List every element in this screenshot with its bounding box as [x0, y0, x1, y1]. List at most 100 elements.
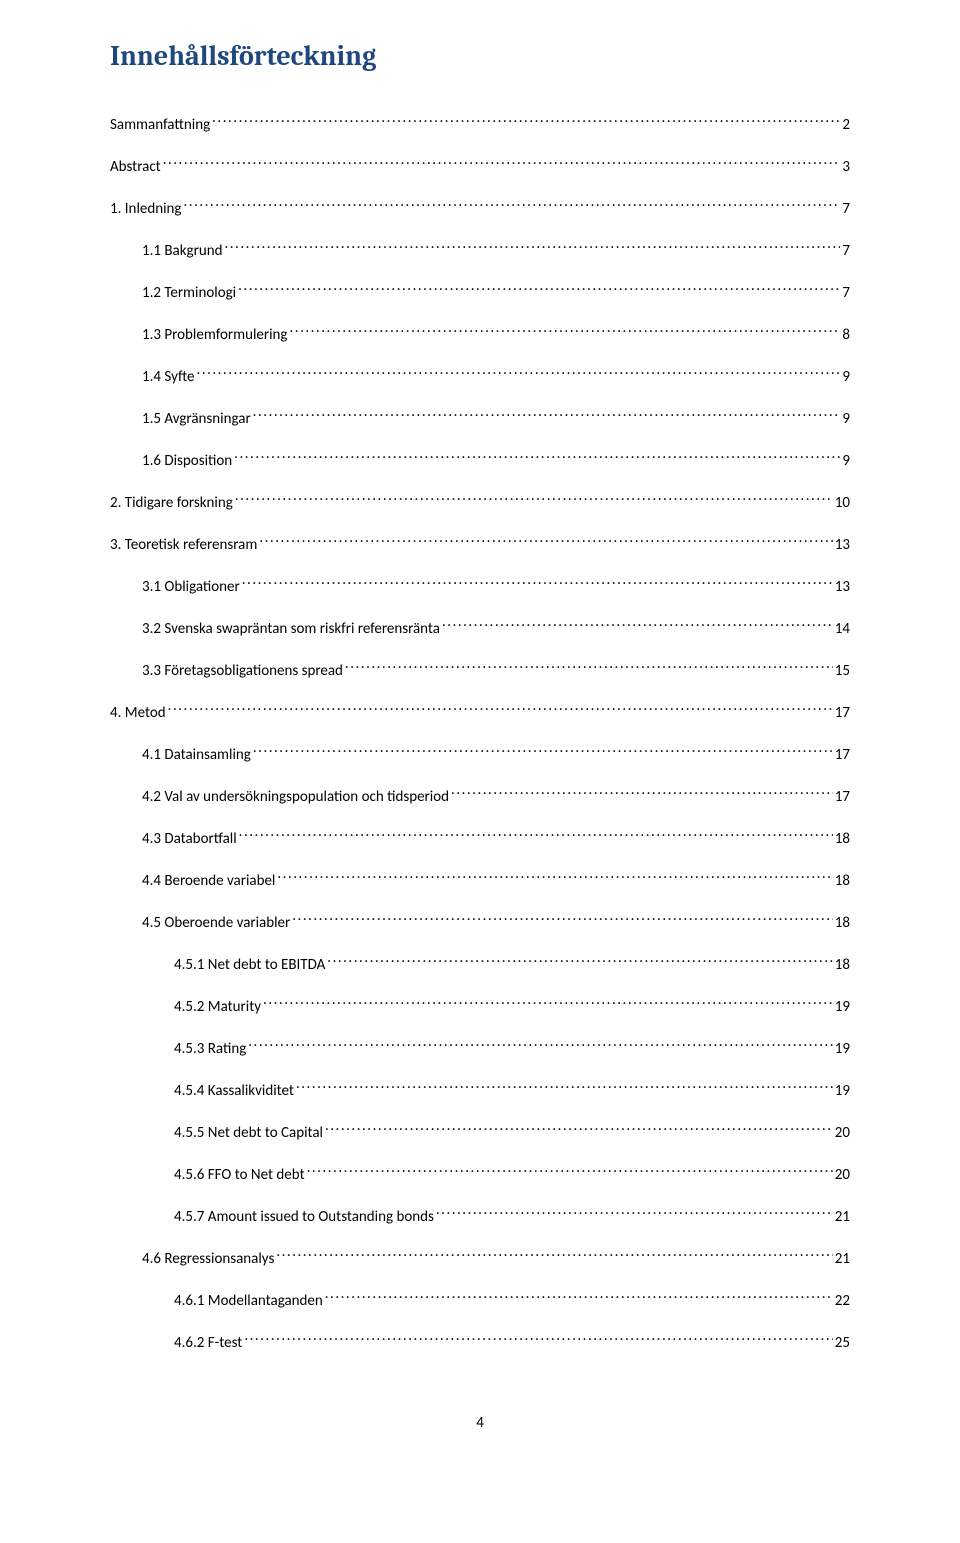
toc-entry[interactable]: 4.5.2 Maturity 19	[110, 996, 850, 1018]
toc-label: 4. Metod	[110, 703, 168, 724]
toc-label: 4.5.7 Amount issued to Outstanding bonds	[174, 1207, 436, 1228]
toc-entry[interactable]: 4.3 Databortfall 18	[110, 828, 850, 850]
page-number: 4	[110, 1414, 850, 1432]
toc-page: 17	[833, 787, 850, 808]
toc-label: 4.5.2 Maturity	[174, 997, 263, 1018]
toc-label: 1.2 Terminologi	[142, 283, 238, 304]
toc-label: 4.5.5 Net debt to Capital	[174, 1123, 325, 1144]
toc-leader-dots	[234, 450, 840, 465]
toc-entry[interactable]: 3.3 Företagsobligationens spread 15	[110, 660, 850, 682]
toc-entry[interactable]: 4.5.3 Rating 19	[110, 1038, 850, 1060]
toc-page: 17	[833, 745, 850, 766]
toc-leader-dots	[163, 156, 841, 171]
toc-label: 4.1 Datainsamling	[142, 745, 253, 766]
toc-leader-dots	[436, 1206, 833, 1221]
toc-page: 13	[833, 577, 850, 598]
toc-leader-dots	[442, 618, 833, 633]
toc-entry[interactable]: 4.6 Regressionsanalys 21	[110, 1248, 850, 1270]
toc-leader-dots	[345, 660, 833, 675]
toc-leader-dots	[184, 198, 841, 213]
toc-entry[interactable]: 3.1 Obligationer 13	[110, 576, 850, 598]
toc-entry[interactable]: 4.5.4 Kassalikviditet 19	[110, 1080, 850, 1102]
table-of-contents: Sammanfattning 2 Abstract 3 1. Inledning 7…	[110, 114, 850, 1354]
toc-page: 14	[833, 619, 850, 640]
toc-entry[interactable]: 1.6 Disposition 9	[110, 450, 850, 472]
toc-page: 3	[840, 157, 850, 178]
toc-leader-dots	[238, 282, 840, 297]
toc-leader-dots	[168, 702, 833, 717]
toc-label: 1.6 Disposition	[142, 451, 234, 472]
toc-label: 3.2 Svenska swapräntan som riskfri refer…	[142, 619, 442, 640]
toc-entry[interactable]: 4.6.2 F-test 25	[110, 1332, 850, 1354]
toc-page: 17	[833, 703, 850, 724]
toc-label: 1.4 Syfte	[142, 367, 197, 388]
toc-label: 3. Teoretisk referensram	[110, 535, 259, 556]
toc-page: 15	[833, 661, 850, 682]
toc-page: 19	[833, 1039, 850, 1060]
toc-entry[interactable]: 4.4 Beroende variabel 18	[110, 870, 850, 892]
toc-page: 18	[833, 871, 850, 892]
toc-label: 1.3 Problemformulering	[142, 325, 290, 346]
toc-label: 4.5.1 Net debt to EBITDA	[174, 955, 327, 976]
toc-entry[interactable]: 4.5.6 FFO to Net debt 20	[110, 1164, 850, 1186]
toc-leader-dots	[244, 1332, 832, 1347]
toc-entry[interactable]: 2. Tidigare forskning 10	[110, 492, 850, 514]
toc-leader-dots	[235, 492, 833, 507]
toc-entry[interactable]: 3. Teoretisk referensram 13	[110, 534, 850, 556]
toc-entry[interactable]: 4.5.5 Net debt to Capital 20	[110, 1122, 850, 1144]
toc-leader-dots	[263, 996, 833, 1011]
toc-label: 1.1 Bakgrund	[142, 241, 224, 262]
toc-leader-dots	[253, 744, 833, 759]
toc-page: 20	[833, 1165, 850, 1186]
toc-label: Abstract	[110, 157, 163, 178]
toc-leader-dots	[224, 240, 840, 255]
toc-label: 1.5 Avgränsningar	[142, 409, 253, 430]
toc-page: 18	[833, 955, 850, 976]
toc-entry[interactable]: 3.2 Svenska swapräntan som riskfri refer…	[110, 618, 850, 640]
toc-entry[interactable]: 1. Inledning 7	[110, 198, 850, 220]
toc-entry[interactable]: Sammanfattning 2	[110, 114, 850, 136]
toc-label: 2. Tidigare forskning	[110, 493, 235, 514]
toc-entry[interactable]: 1.3 Problemformulering 8	[110, 324, 850, 346]
toc-entry[interactable]: 4.6.1 Modellantaganden 22	[110, 1290, 850, 1312]
toc-leader-dots	[277, 870, 832, 885]
toc-leader-dots	[325, 1290, 833, 1305]
toc-page: 10	[833, 493, 850, 514]
toc-label: 4.6 Regressionsanalys	[142, 1249, 276, 1270]
toc-label: 4.4 Beroende variabel	[142, 871, 277, 892]
toc-page: 21	[833, 1207, 850, 1228]
toc-leader-dots	[248, 1038, 833, 1053]
toc-page: 21	[833, 1249, 850, 1270]
toc-page: 20	[833, 1123, 850, 1144]
toc-page: 8	[840, 325, 850, 346]
toc-page: 19	[833, 1081, 850, 1102]
toc-leader-dots	[276, 1248, 832, 1263]
toc-entry[interactable]: 1.5 Avgränsningar 9	[110, 408, 850, 430]
toc-leader-dots	[242, 576, 833, 591]
toc-label: 1. Inledning	[110, 199, 184, 220]
toc-page: 7	[840, 241, 850, 262]
toc-label: 4.5.3 Rating	[174, 1039, 248, 1060]
toc-entry[interactable]: 4.1 Datainsamling 17	[110, 744, 850, 766]
toc-entry[interactable]: 4.5.1 Net debt to EBITDA 18	[110, 954, 850, 976]
toc-label: 4.2 Val av undersökningspopulation och t…	[142, 787, 451, 808]
toc-entry[interactable]: 4.5 Oberoende variabler 18	[110, 912, 850, 934]
toc-entry[interactable]: Abstract 3	[110, 156, 850, 178]
toc-entry[interactable]: 4.5.7 Amount issued to Outstanding bonds…	[110, 1206, 850, 1228]
toc-page: 13	[833, 535, 850, 556]
toc-page: 22	[833, 1291, 850, 1312]
toc-leader-dots	[290, 324, 841, 339]
toc-label: Sammanfattning	[110, 115, 212, 136]
toc-entry[interactable]: 4. Metod 17	[110, 702, 850, 724]
toc-entry[interactable]: 4.2 Val av undersökningspopulation och t…	[110, 786, 850, 808]
toc-leader-dots	[325, 1122, 833, 1137]
toc-page: 25	[833, 1333, 850, 1354]
toc-entry[interactable]: 1.4 Syfte 9	[110, 366, 850, 388]
toc-page: 7	[840, 199, 850, 220]
toc-label: 4.3 Databortfall	[142, 829, 239, 850]
toc-entry[interactable]: 1.1 Bakgrund 7	[110, 240, 850, 262]
toc-entry[interactable]: 1.2 Terminologi 7	[110, 282, 850, 304]
toc-page: 9	[840, 451, 850, 472]
toc-leader-dots	[292, 912, 833, 927]
page-title: Innehållsförteckning	[110, 40, 850, 72]
